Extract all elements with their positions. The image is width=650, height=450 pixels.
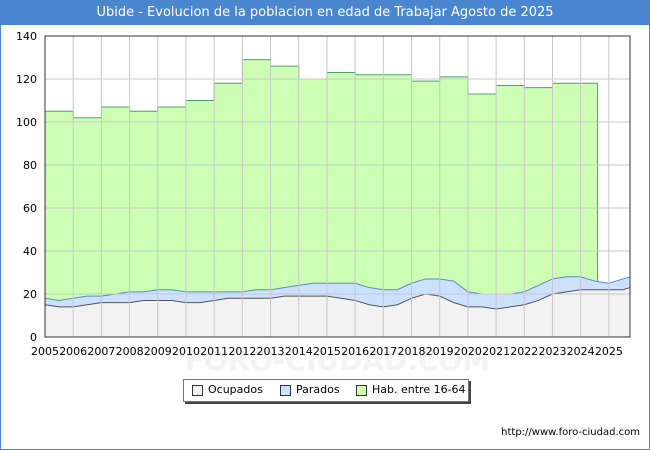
x-tick-label: 2025 [595, 345, 623, 358]
series-line-parados [44, 276, 631, 301]
x-tick-label: 2014 [285, 345, 313, 358]
chart-title: Ubide - Evolucion de la poblacion en eda… [1, 1, 649, 25]
series-line-ocupados [44, 287, 631, 310]
x-tick-label: 2021 [482, 345, 510, 358]
legend: Ocupados Parados Hab. entre 16-64 [183, 379, 469, 402]
x-tick-label: 2010 [172, 345, 200, 358]
source-url[interactable]: http://www.foro-ciudad.com [501, 427, 640, 438]
legend-label-parados: Parados [296, 383, 340, 396]
x-tick-label: 2009 [144, 345, 172, 358]
x-tick-label: 2007 [87, 345, 115, 358]
x-tick-label: 2013 [257, 345, 285, 358]
legend-label-ocupados: Ocupados [208, 383, 263, 396]
y-tick-label: 20 [23, 288, 37, 301]
watermark: FORO-CIUDAD.COM [185, 344, 490, 377]
y-tick-label: 80 [23, 159, 37, 172]
x-tick-label: 2018 [398, 345, 426, 358]
y-tick-label: 100 [16, 116, 37, 129]
y-tick-label: 0 [30, 331, 37, 344]
x-tick-label: 2016 [341, 345, 369, 358]
y-tick-label: 60 [23, 202, 37, 215]
x-tick-label: 2015 [313, 345, 341, 358]
x-tick-label: 2023 [538, 345, 566, 358]
x-tick-label: 2017 [369, 345, 397, 358]
x-tick-label: 2022 [510, 345, 538, 358]
plot-border [44, 35, 631, 338]
series-area-ocupados [45, 287, 630, 337]
legend-swatch-parados [280, 385, 291, 396]
legend-swatch-ocupados [192, 385, 203, 396]
legend-swatch-hab [356, 385, 367, 396]
x-tick-label: 2012 [228, 345, 256, 358]
x-tick-label: 2020 [454, 345, 482, 358]
x-tick-label: 2008 [116, 345, 144, 358]
y-tick-label: 40 [23, 245, 37, 258]
x-tick-label: 2019 [426, 345, 454, 358]
x-tick-label: 2024 [567, 345, 595, 358]
y-tick-label: 140 [16, 30, 37, 43]
x-tick-label: 2011 [200, 345, 228, 358]
y-tick-label: 120 [16, 73, 37, 86]
legend-label-hab: Hab. entre 16-64 [372, 383, 466, 396]
x-tick-label: 2006 [59, 345, 87, 358]
x-tick-label: 2005 [31, 345, 59, 358]
